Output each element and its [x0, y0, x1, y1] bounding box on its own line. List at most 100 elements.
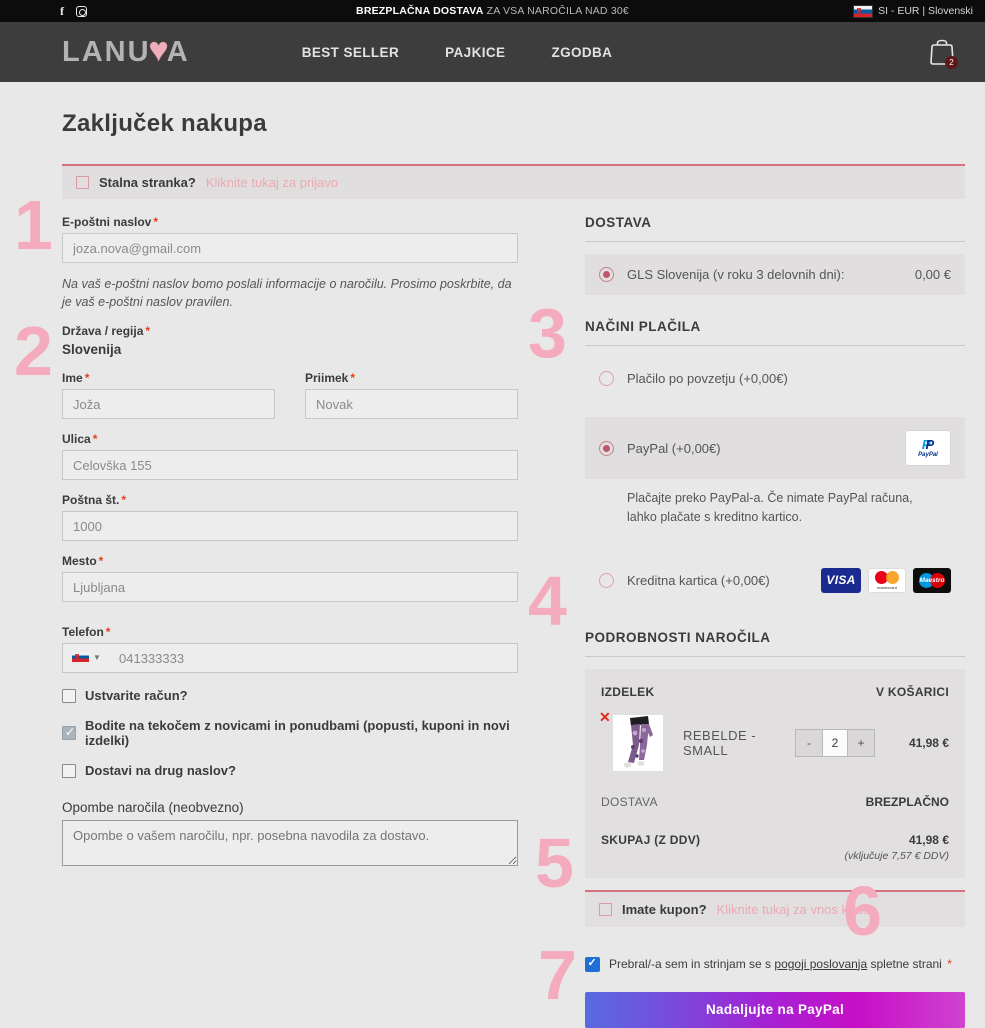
payment-paypal-radio[interactable]: [599, 440, 614, 456]
newsletter-row: Bodite na tekočem z novicami in ponudbam…: [62, 718, 518, 748]
shipping-method-row[interactable]: GLS Slovenija (v roku 3 delovnih dni): 0…: [585, 254, 965, 295]
nav-item-pajkice[interactable]: PAJKICE: [445, 44, 506, 60]
email-note: Na vaš e-poštni naslov bomo poslali info…: [62, 277, 512, 310]
login-notice: Stalna stranka? Kliknite tukaj za prijav…: [62, 164, 965, 199]
terms-text: Prebral/-a sem in strinjam se s pogoji p…: [609, 956, 952, 971]
visa-icon: VISA: [821, 567, 861, 593]
payment-cod-radio[interactable]: [599, 371, 614, 386]
email-label: E-poštni naslov *: [62, 215, 159, 229]
payment-heading: NAČINI PLAČILA: [585, 319, 701, 334]
promo-rest-text: ZA VSA NAROČILA NAD 30€: [483, 5, 629, 17]
mastercard-icon: mastercard: [868, 567, 906, 593]
ship-different-label: Dostavi na drug naslov?: [85, 763, 236, 779]
login-link[interactable]: Kliknite tukaj za prijavo: [205, 175, 339, 190]
column-header-cart: V KOŠARICI: [875, 684, 949, 699]
paypal-description: Plačajte preko PayPal-a. Če nimate PayPa…: [627, 491, 913, 524]
login-question: Stalna stranka?: [99, 175, 196, 190]
phone-label: Telefon *: [62, 625, 111, 640]
divider: [585, 655, 965, 657]
payment-card-row[interactable]: Kreditna kartica (+0,00€) VISA mastercar…: [585, 555, 965, 606]
city-field[interactable]: [62, 572, 518, 603]
total-value: 41,98 €: [908, 832, 949, 847]
locale-selector[interactable]: SI - EUR | Slovenski: [854, 5, 973, 17]
payment-card-radio[interactable]: [599, 572, 614, 588]
order-column: DOSTAVA GLS Slovenija (v roku 3 delovnih…: [585, 215, 965, 1028]
continue-to-paypal-button[interactable]: Nadaljujte na PayPal: [585, 991, 965, 1028]
phone-field[interactable]: [62, 643, 518, 674]
create-account-row: Ustvarite račun?: [62, 688, 518, 703]
city-label: Mesto *: [62, 554, 104, 569]
last-name-field[interactable]: [305, 389, 518, 420]
postcode-label: Poštna št. *: [62, 493, 127, 508]
main-nav: BEST SELLER PAJKICE ZGODBA: [302, 45, 613, 60]
payment-paypal-row[interactable]: PayPal (+0,00€) PP PayPal: [585, 417, 965, 479]
newsletter-label: Bodite na tekočem z novicami in ponudbam…: [85, 718, 510, 749]
phone-flag-icon: [72, 652, 89, 663]
shipping-heading: DOSTAVA: [585, 215, 652, 230]
shipping-method-price: 0,00 €: [914, 267, 951, 282]
card-logos: VISA mastercard Maestro: [821, 567, 951, 593]
instagram-icon[interactable]: [76, 5, 87, 17]
nav-item-zgodba[interactable]: ZGODBA: [551, 44, 613, 60]
divider: [585, 345, 965, 346]
top-bar: f BREZPLAČNA DOSTAVA ZA VSA NAROČILA NAD…: [0, 0, 985, 22]
product-price: 41,98 €: [908, 735, 949, 750]
billing-form: E-poštni naslov* Na vaš e-poštni naslov …: [62, 215, 518, 884]
shipping-method-radio[interactable]: [599, 267, 614, 282]
shipping-method-label: GLS Slovenija (v roku 3 delovnih dni):: [627, 267, 845, 282]
first-name-field[interactable]: [62, 389, 275, 420]
terms-link[interactable]: pogoji poslovanja: [774, 956, 868, 971]
create-account-checkbox[interactable]: [62, 688, 76, 703]
quantity-value[interactable]: 2: [822, 729, 848, 756]
payment-card-label: Kreditna kartica (+0,00€): [627, 572, 770, 588]
order-review-table: IZDELEK V KOŠARICI ✕: [585, 668, 965, 878]
total-label: SKUPAJ (Z DDV): [601, 832, 701, 847]
table-row-product: ✕ REBELDE - SMALL: [599, 709, 949, 771]
country-label: Država / regija *: [62, 324, 151, 339]
ship-different-row: Dostavi na drug naslov?: [62, 763, 518, 778]
postcode-field[interactable]: [62, 511, 518, 542]
chevron-down-icon: ▼: [93, 652, 101, 662]
login-notice-icon: [76, 176, 89, 189]
payment-cod-label: Plačilo po povzetju (+0,00€): [627, 371, 788, 386]
site-header: LANU ♥ A BEST SELLER PAJKICE ZGODBA 2: [0, 22, 985, 82]
remove-item-icon[interactable]: ✕: [599, 708, 611, 725]
country-value: Slovenija: [62, 342, 122, 358]
payment-cod-row[interactable]: Plačilo po povzetju (+0,00€): [585, 358, 965, 399]
coupon-icon: [599, 902, 612, 916]
logo-text-pre: LANU: [62, 35, 151, 68]
coupon-question: Imate kupon?: [622, 901, 707, 917]
locale-label: SI - EUR | Slovenski: [878, 5, 973, 17]
terms-checkbox[interactable]: [585, 956, 600, 972]
newsletter-checkbox[interactable]: [62, 725, 76, 741]
cart-button[interactable]: 2: [929, 37, 958, 69]
quantity-plus-button[interactable]: +: [848, 729, 874, 756]
cart-count-badge: 2: [945, 56, 958, 69]
product-image[interactable]: [613, 714, 663, 771]
site-logo[interactable]: LANU ♥ A: [62, 33, 190, 71]
facebook-icon[interactable]: f: [60, 3, 64, 18]
table-row-shipping: DOSTAVA BREZPLAČNO: [601, 795, 949, 809]
maestro-icon: Maestro: [913, 567, 951, 593]
street-field[interactable]: [62, 450, 518, 481]
slovenia-flag-icon: [854, 5, 873, 17]
page-title: Zaključek nakupa: [62, 110, 267, 137]
street-label: Ulica *: [62, 432, 98, 447]
total-value-wrap: 41,98 € (vključuje 7,57 € DDV): [845, 833, 949, 862]
order-notes-field[interactable]: [62, 820, 518, 867]
column-header-product: IZDELEK: [601, 684, 655, 699]
table-row-total: SKUPAJ (Z DDV) 41,98 € (vključuje 7,57 €…: [601, 833, 949, 862]
phone-country-selector[interactable]: ▼: [72, 652, 101, 663]
order-details-heading: PODROBNOSTI NAROČILA: [585, 629, 771, 645]
promo-banner: BREZPLAČNA DOSTAVA ZA VSA NAROČILA NAD 3…: [0, 5, 985, 17]
quantity-minus-button[interactable]: -: [796, 729, 822, 756]
order-notes-label: Opombe naročila (neobvezno): [62, 800, 244, 816]
divider: [585, 241, 965, 242]
coupon-link[interactable]: Kliknite tukaj za vnos kode: [716, 901, 870, 917]
first-name-label: Ime *: [62, 371, 90, 386]
email-field[interactable]: [62, 233, 518, 263]
shipping-row-label: DOSTAVA: [601, 794, 658, 809]
ship-different-checkbox[interactable]: [62, 763, 76, 778]
nav-item-best-seller[interactable]: BEST SELLER: [301, 44, 400, 60]
quantity-stepper: - 2 +: [795, 728, 875, 757]
